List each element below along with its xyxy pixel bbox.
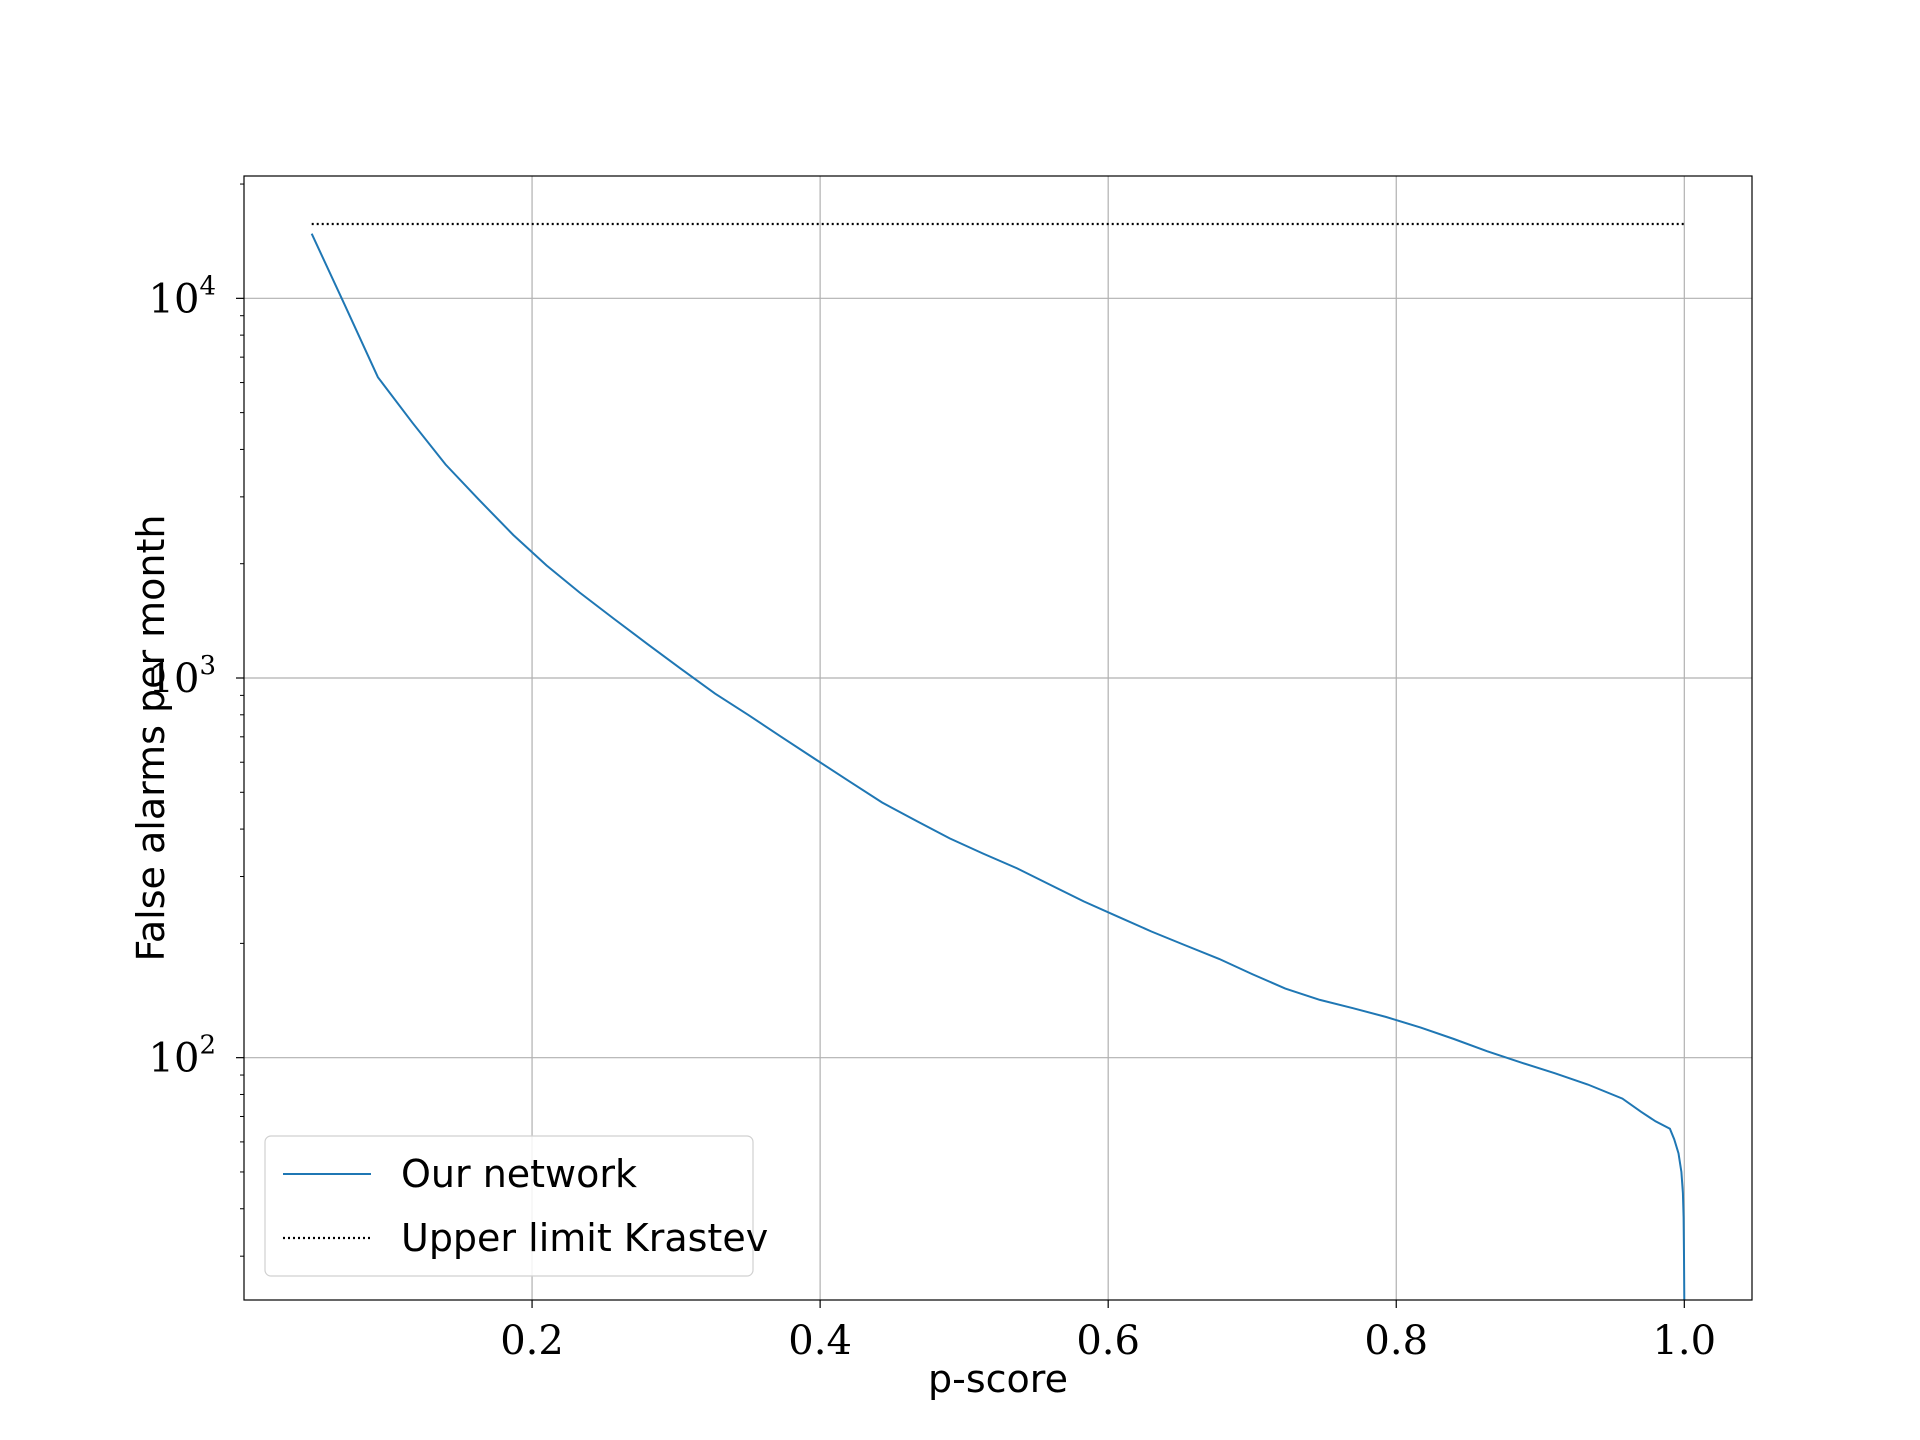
plot-frame [243,175,1753,1301]
axis-ticks: 0.2 0.4 0.6 0.8 1.0 102 103 104 [149,183,1716,1364]
series-layer [310,222,1686,1301]
x-tick-label: 0.2 [500,1318,564,1364]
grid-lines [244,176,1752,1300]
y-tick-label: 102 [149,1031,216,1082]
legend-box [264,1135,754,1277]
x-axis-label: p-score [928,1357,1068,1401]
x-tick-label: 0.8 [1364,1318,1428,1364]
y-axis-label: False alarms per month [129,515,173,962]
legend-label: Our network [401,1152,637,1196]
legend-label: Upper limit Krastev [401,1216,768,1260]
x-tick-label: 0.4 [788,1318,852,1364]
y-tick-label: 104 [149,271,216,322]
x-tick-label: 1.0 [1652,1318,1716,1364]
x-tick-label: 0.6 [1076,1318,1140,1364]
y-tick-label: 103 [149,651,216,702]
series-line-our-network [310,233,1686,1301]
legend: Our network Upper limit Krastev [264,1135,768,1277]
